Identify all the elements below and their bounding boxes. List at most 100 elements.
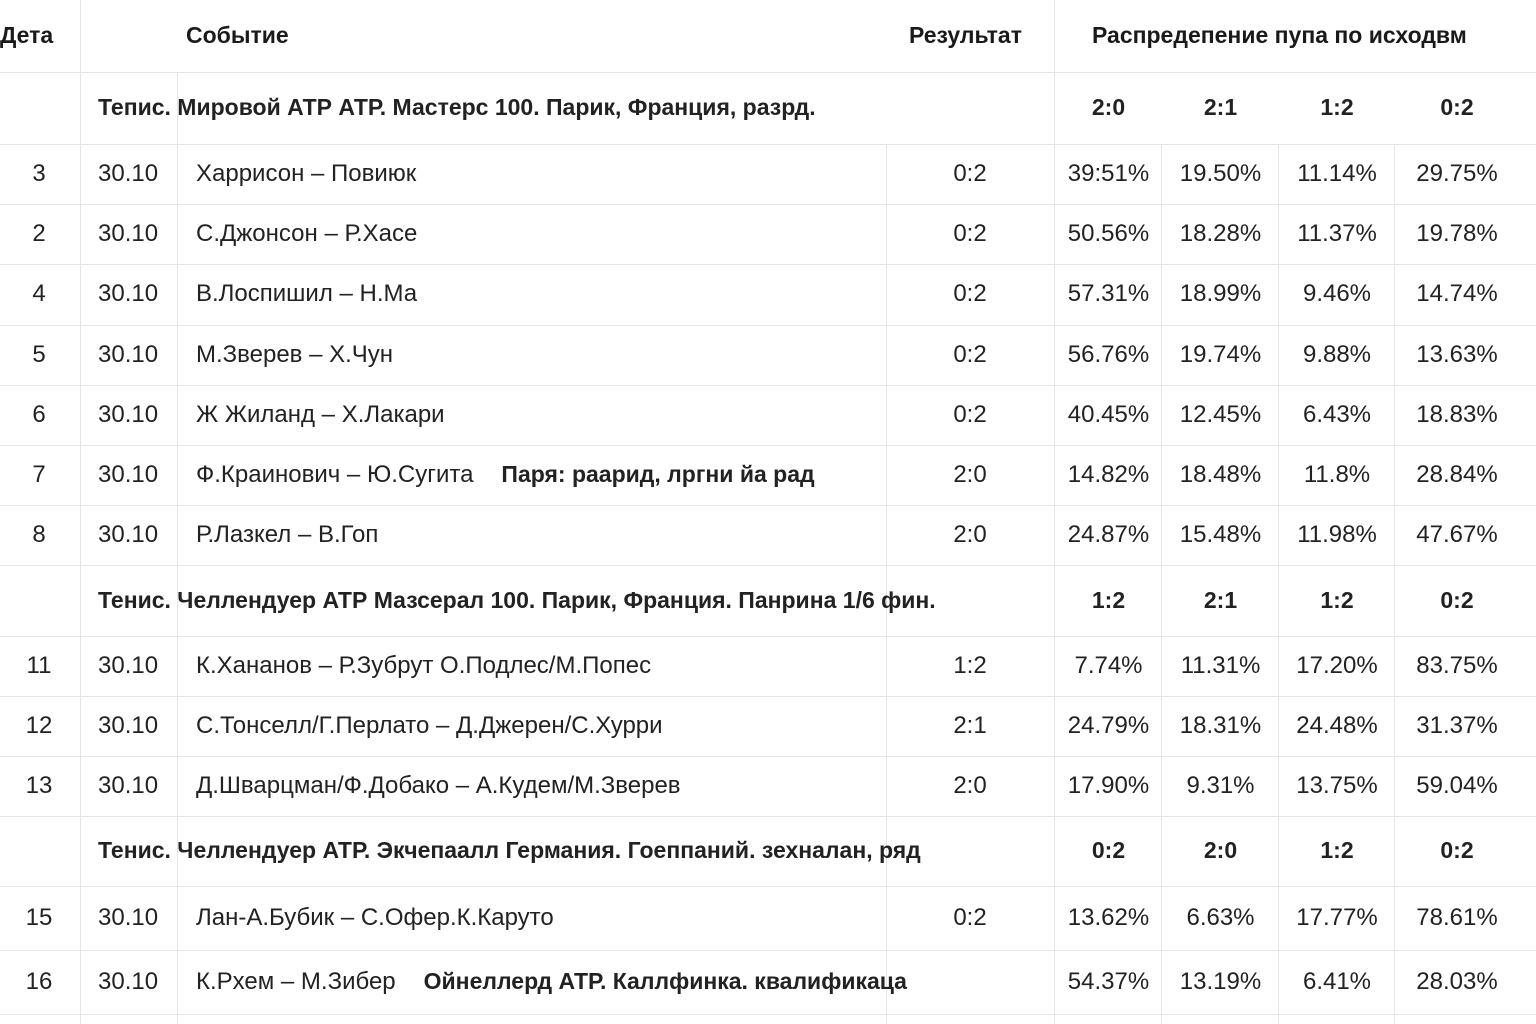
- distribution-value: 54.37%: [1067, 968, 1150, 995]
- row-number: 8: [32, 521, 46, 549]
- outcome-label: 1:2: [1320, 94, 1354, 120]
- row-result: 0:2: [953, 220, 987, 248]
- outcome-label: 0:2: [1091, 837, 1126, 863]
- outcome-label: 0:2: [1440, 587, 1474, 613]
- row-number: 16: [25, 968, 53, 995]
- row-result: 0:2: [953, 340, 987, 368]
- row-event: К.Хананов – Р.Зубрут О.Подлес/М.Попес: [196, 652, 651, 680]
- table-row[interactable]: 13 30.10 Д.Шварцман/Ф.Добако – А.Кудем/М.З…: [0, 756, 1536, 816]
- table-row[interactable]: 12 30.10 С.Тонселл/Г.Перлато – Д.Джерен/С.…: [0, 696, 1536, 756]
- event-text: Д.Шварцман/Ф.Добако – А.Кудем/М.Зверев: [196, 772, 681, 799]
- distribution-value: 19.74%: [1179, 340, 1262, 368]
- row-divider: [0, 816, 1536, 817]
- table-row[interactable]: 7 30.10 Ф.Краинович – Ю.Сугита Паря: раарид…: [0, 445, 1536, 505]
- distribution-value: 14.82%: [1067, 461, 1150, 488]
- section-header-row: Тепис. Мировой АТР АТР. Мастерс 100. Пар…: [0, 72, 1536, 144]
- grid-line: [80, 0, 81, 1024]
- row-date: 30.10: [98, 340, 159, 368]
- row-event: Ж Жиланд – Х.Лакари: [196, 401, 445, 429]
- row-result: 2:1: [953, 712, 987, 739]
- table-header: Дета Событие Результат Распредепение пуп…: [0, 0, 1536, 72]
- table-row[interactable]: 5 30.10 М.Зверев – Х.Чун 0:2 56.76% 19.74% 9.8…: [0, 325, 1536, 385]
- row-divider: [0, 696, 1536, 697]
- grid-line: [886, 144, 887, 1024]
- distribution-value: 6.63%: [1186, 904, 1255, 931]
- row-event: Д.Шварцман/Ф.Добако – А.Кудем/М.Зверев: [196, 772, 681, 800]
- table-row[interactable]: 3 30.10 Харрисон – Повиюк 0:2 39:51% 19.50% 11…: [0, 144, 1536, 204]
- distribution-value: 29.75%: [1416, 160, 1498, 187]
- row-event: Лан-А.Бубик – С.Офер.К.Каруто: [196, 904, 554, 932]
- row-date: 30.10: [98, 712, 159, 739]
- distribution-value: 7.74%: [1074, 652, 1143, 679]
- section-header-row: Тенис. Челлендуер АТР. Экчепаалл Германи…: [0, 816, 1536, 886]
- distribution-value: 18.28%: [1179, 220, 1262, 248]
- row-divider: [0, 204, 1536, 206]
- distribution-value: 13.62%: [1067, 904, 1150, 931]
- distribution-value: 18.99%: [1179, 280, 1262, 308]
- distribution-value: 6.41%: [1302, 968, 1372, 995]
- distribution-value: 13.19%: [1179, 968, 1262, 995]
- distribution-value: 24.87%: [1067, 521, 1150, 549]
- outcome-label: 2:1: [1203, 587, 1238, 613]
- row-number: 15: [25, 904, 53, 931]
- event-text: С.Тонселл/Г.Перлато – Д.Джерен/С.Хурри: [196, 712, 663, 739]
- row-event: Р.Лазкел – В.Гоп: [196, 521, 378, 549]
- table-row[interactable]: 6 30.10 Ж Жиланд – Х.Лакари 0:2 40.45% 12.45%…: [0, 385, 1536, 445]
- row-result: 2:0: [953, 772, 987, 799]
- row-number: 12: [25, 712, 53, 739]
- distribution-value: 17.77%: [1296, 904, 1378, 931]
- row-event: В.Лоспишил – Н.Ма: [196, 280, 417, 308]
- distribution-value: 83.75%: [1416, 652, 1498, 679]
- distribution-value: 18.31%: [1179, 712, 1262, 739]
- outcome-label: 1:2: [1320, 587, 1354, 613]
- table-row[interactable]: 11 30.10 К.Хананов – Р.Зубрут О.Подлес/М.П…: [0, 636, 1536, 696]
- distribution-value: 56.76%: [1067, 340, 1150, 368]
- row-date: 30.10: [98, 772, 159, 799]
- distribution-value: 39:51%: [1067, 160, 1150, 187]
- row-date: 30.10: [98, 160, 159, 187]
- table-row[interactable]: 15 30.10 Лан-А.Бубик – С.Офер.К.Каруто 0:2 1…: [0, 886, 1536, 950]
- row-divider: [0, 565, 1536, 567]
- row-number: 2: [32, 220, 46, 248]
- row-divider: [0, 1014, 1536, 1015]
- distribution-value: 40.45%: [1067, 400, 1150, 428]
- grid-line: [1161, 144, 1162, 1024]
- distribution-value: 78.61%: [1416, 904, 1498, 931]
- row-date: 30.10: [98, 220, 159, 248]
- event-text: Ф.Краинович – Ю.Сугита: [196, 461, 474, 488]
- grid-line: [1054, 0, 1055, 1024]
- outcome-label: 1:2: [1091, 587, 1126, 613]
- row-result: 1:2: [953, 652, 987, 679]
- row-date: 30.10: [98, 904, 159, 931]
- distribution-value: 24.48%: [1296, 712, 1378, 739]
- distribution-value: 17.20%: [1296, 652, 1378, 679]
- row-result: 0:2: [953, 904, 987, 931]
- row-divider: [0, 886, 1536, 887]
- row-number: 3: [32, 160, 46, 187]
- distribution-value: 11.37%: [1297, 220, 1377, 248]
- table-row[interactable]: 16 30.10 К.Рхем – М.Зибер Ойнеллерд АТР. Ка…: [0, 950, 1536, 1014]
- row-date: 30.10: [98, 280, 159, 308]
- header-num: Дета: [0, 22, 54, 48]
- table-row[interactable]: 8 30.10 Р.Лазкел – В.Гоп 2:0 24.87% 15.48% 11.…: [0, 505, 1536, 565]
- distribution-value: 31.37%: [1416, 712, 1498, 739]
- row-result: 2:0: [953, 521, 987, 549]
- section-title: Тенис. Челлендуер АТР Мазсерал 100. Пари…: [98, 587, 936, 613]
- row-date: 30.10: [98, 968, 159, 995]
- header-distribution: Распредепение пупа по исходвм: [1092, 22, 1467, 48]
- event-note: Паря: раарид, лргни йа рад: [501, 461, 815, 487]
- row-date: 30.10: [98, 521, 159, 549]
- row-result: 0:2: [953, 160, 987, 187]
- row-divider: [0, 756, 1536, 757]
- event-text: К.Рхем – М.Зибер: [196, 968, 396, 995]
- event-text: С.Джонсон – Р.Хасе: [196, 220, 418, 248]
- distribution-value: 15.48%: [1179, 521, 1262, 549]
- outcome-label: 2:0: [1091, 94, 1126, 120]
- table-row[interactable]: 2 30.10 С.Джонсон – Р.Хасе 0:2 50.56% 18.28% 1…: [0, 204, 1536, 264]
- header-result: Результат: [909, 22, 1022, 48]
- table-row[interactable]: 4 30.10 В.Лоспишил – Н.Ма 0:2 57.31% 18.99% 9.…: [0, 264, 1536, 324]
- section-title: Тенис. Челлендуер АТР. Экчепаалл Германи…: [98, 837, 921, 863]
- row-event: С.Джонсон – Р.Хасе: [196, 220, 417, 248]
- distribution-value: 11.8%: [1303, 461, 1371, 488]
- distribution-value: 59.04%: [1416, 772, 1498, 799]
